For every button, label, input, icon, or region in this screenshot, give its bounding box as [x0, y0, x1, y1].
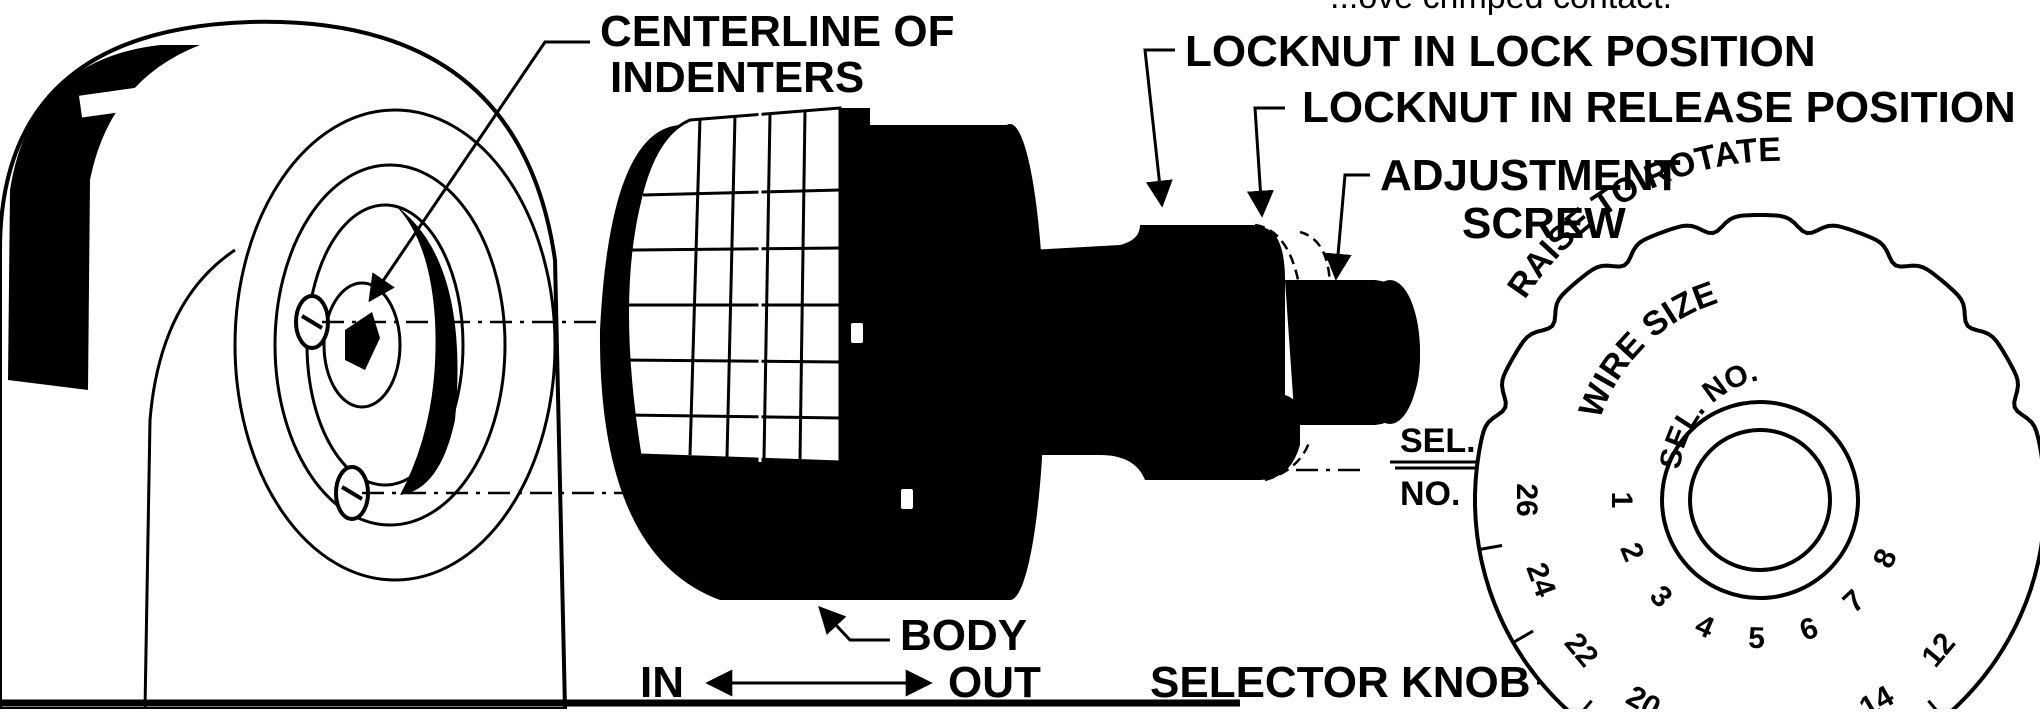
- label-adjustment-1: ADJUSTMENT: [1380, 151, 1681, 200]
- label-body: BODY: [900, 611, 1027, 660]
- face-ring-shadow: [395, 205, 458, 495]
- shaft: [1030, 225, 1300, 480]
- body-pin-upper: [849, 321, 865, 345]
- shaft-assembly: [1030, 223, 1420, 482]
- leader-centerline: [368, 40, 590, 303]
- leader-body: [818, 606, 890, 642]
- selector-number: 1: [1605, 492, 1638, 509]
- header-fragment: ...ove crimped contact.: [1330, 0, 1672, 16]
- indenter-grid: [626, 106, 842, 464]
- label-locknut-release: LOCKNUT IN RELEASE POSITION: [1302, 83, 2016, 132]
- leader-adjustment: [1324, 173, 1370, 281]
- label-locknut-lock: LOCKNUT IN LOCK POSITION: [1185, 27, 1816, 76]
- label-selector-knob: SELECTOR KNOB: [1150, 658, 1531, 707]
- indenter-tip: [345, 312, 380, 370]
- label-in: IN: [640, 658, 684, 707]
- body-pin-lower: [899, 487, 915, 511]
- label-centerline-1: CENTERLINE OF: [600, 7, 954, 56]
- knob-hub-inner: [1688, 428, 1832, 572]
- selector-number: 5: [1748, 622, 1765, 655]
- knob-tick: [1479, 544, 1503, 551]
- label-sel-2: NO.: [1400, 475, 1460, 513]
- label-centerline-2: INDENTERS: [610, 53, 864, 102]
- leader-locknut-release: [1246, 106, 1285, 218]
- turret-body: [599, 106, 1045, 600]
- frame-shadow: [8, 45, 200, 390]
- knob-tick: [1512, 629, 1534, 644]
- label-sel-1: SEL.: [1400, 422, 1476, 460]
- leader-locknut-lock: [1143, 48, 1175, 208]
- wire-size-number: 26: [1510, 483, 1543, 516]
- label-out: OUT: [948, 658, 1041, 707]
- label-adjustment-2: SCREW: [1462, 199, 1626, 248]
- tool-frame: [0, 19, 568, 711]
